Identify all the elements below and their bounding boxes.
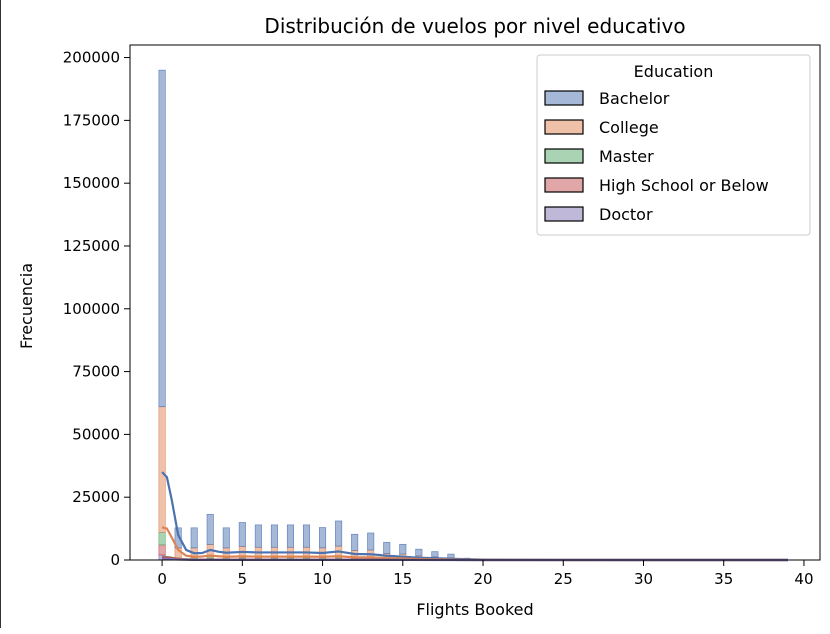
cell-output-frame	[0, 0, 829, 628]
chart-stage: Distribución de vuelos por nivel educati…	[0, 0, 830, 630]
